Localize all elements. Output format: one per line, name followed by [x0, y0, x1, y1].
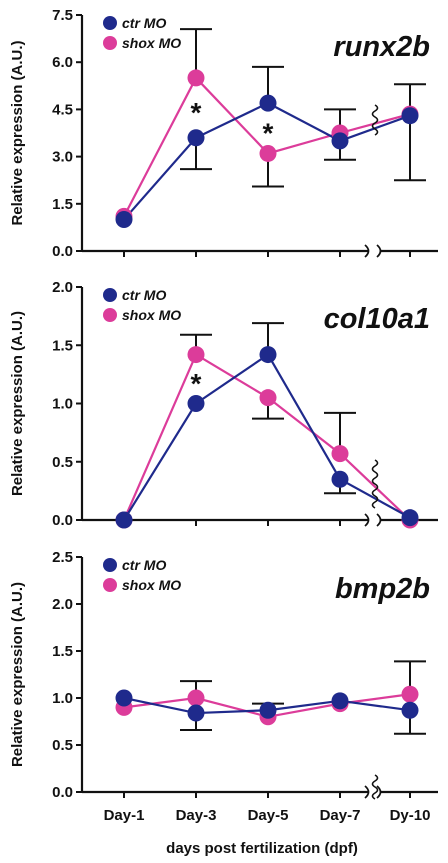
legend-label-shox: shox MO — [122, 307, 181, 323]
y-tick-label: 0.0 — [52, 784, 73, 801]
y-tick-label: 2.5 — [52, 549, 73, 566]
significance-marker: * — [263, 117, 274, 148]
y-tick-label: 0.5 — [52, 737, 73, 754]
data-point-ctr — [331, 470, 349, 488]
x-tick-label: Dy-10 — [390, 807, 431, 824]
data-point-ctr — [331, 132, 349, 150]
legend-marker-ctr — [103, 558, 117, 572]
y-tick-label: 2.0 — [52, 279, 73, 296]
legend-marker-shox — [103, 308, 117, 322]
data-point-ctr — [187, 704, 205, 722]
y-tick-label: 1.0 — [52, 690, 73, 707]
y-tick-label: 1.5 — [52, 196, 73, 213]
data-point-ctr — [187, 129, 205, 147]
axis-break-mark — [364, 513, 370, 527]
axis-break-mark — [376, 785, 382, 799]
data-point-ctr — [401, 509, 419, 527]
axis-break-mark — [376, 244, 382, 258]
legend-label-ctr: ctr MO — [122, 557, 166, 573]
data-point-shox — [259, 144, 277, 162]
legend-marker-shox — [103, 578, 117, 592]
panel-runx2b: 0.0 1.5 3.0 4.5 6.0 7.5 Relative expression (A… — [9, 7, 438, 260]
data-point-shox — [259, 389, 277, 407]
y-tick-label: 1.0 — [52, 396, 73, 413]
y-axis-label: Relative expression (A.U.) — [9, 582, 26, 767]
significance-marker: * — [191, 368, 202, 399]
panel-col10a1: 0.0 0.5 1.0 1.5 2.0 Relative expression (A.U.… — [9, 279, 438, 529]
data-point-shox — [187, 689, 205, 707]
data-point-ctr — [115, 689, 133, 707]
data-point-ctr — [401, 701, 419, 719]
data-point-shox — [187, 346, 205, 364]
legend-marker-ctr — [103, 16, 117, 30]
y-tick-label: 2.0 — [52, 596, 73, 613]
data-point-ctr — [259, 94, 277, 112]
gene-title: col10a1 — [324, 303, 430, 335]
y-tick-label: 0.0 — [52, 243, 73, 260]
data-point-shox — [187, 69, 205, 87]
data-point-ctr — [187, 395, 205, 412]
y-axis-label: Relative expression (A.U.) — [9, 40, 26, 225]
legend-label-ctr: ctr MO — [122, 15, 166, 31]
axis-break-line — [371, 104, 379, 800]
y-tick-label: 7.5 — [52, 7, 73, 24]
x-tick-label: Day-7 — [320, 807, 361, 824]
data-point-shox — [331, 445, 349, 463]
data-point-ctr — [115, 511, 133, 529]
y-axis-label: Relative expression (A.U.) — [9, 311, 26, 496]
series-line-ctr — [123, 352, 411, 521]
axis-break-mark — [376, 513, 382, 527]
x-axis-tick-labels: Day-1 Day-3 Day-5 Day-7 Dy-10 — [104, 807, 431, 824]
gene-title: runx2b — [333, 31, 430, 63]
y-tick-label: 1.5 — [52, 643, 73, 660]
data-point-ctr — [259, 701, 277, 719]
axis-break-mark — [364, 785, 370, 799]
data-point-ctr — [115, 211, 133, 229]
y-tick-label: 4.5 — [52, 101, 73, 118]
x-tick-label: Day-3 — [176, 807, 217, 824]
y-tick-label: 0.5 — [52, 454, 73, 471]
panel-bmp2b: 0.0 0.5 1.0 1.5 2.0 2.5 Relative expression (A… — [9, 549, 438, 801]
data-point-ctr — [331, 692, 349, 710]
axis-break-mark — [364, 244, 370, 258]
y-tick-label: 0.0 — [52, 512, 73, 529]
legend-marker-ctr — [103, 288, 117, 302]
significance-marker: * — [191, 97, 202, 128]
data-point-ctr — [401, 107, 419, 125]
x-tick-label: Day-1 — [104, 807, 145, 824]
y-tick-label: 6.0 — [52, 54, 73, 71]
x-tick-label: Day-5 — [248, 807, 289, 824]
legend-label-shox: shox MO — [122, 577, 181, 593]
legend-marker-shox — [103, 36, 117, 50]
data-point-ctr — [259, 346, 277, 364]
y-tick-label: 1.5 — [52, 337, 73, 354]
y-tick-label: 3.0 — [52, 149, 73, 166]
legend-label-ctr: ctr MO — [122, 287, 166, 303]
data-point-shox — [401, 685, 419, 703]
legend-label-shox: shox MO — [122, 35, 181, 51]
x-axis-label: days post fertilization (dpf) — [166, 840, 358, 857]
gene-title: bmp2b — [335, 573, 430, 605]
